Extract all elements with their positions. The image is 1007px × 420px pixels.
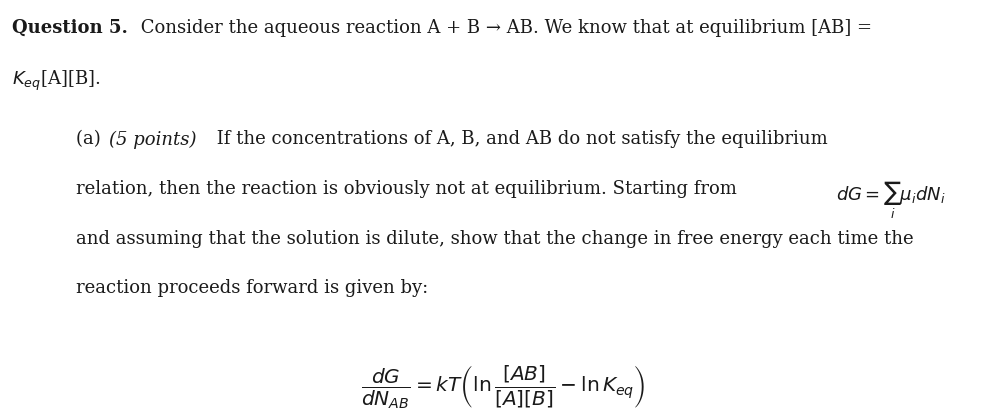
Text: (a): (a) (76, 130, 106, 148)
Text: relation, then the reaction is obviously not at equilibrium. Starting from: relation, then the reaction is obviously… (76, 180, 742, 198)
Text: If the concentrations of A, B, and AB do not satisfy the equilibrium: If the concentrations of A, B, and AB do… (211, 130, 828, 148)
Text: $K_{eq}$[A][B].: $K_{eq}$[A][B]. (12, 68, 101, 93)
Text: (5 points): (5 points) (109, 130, 196, 149)
Text: $\dfrac{dG}{dN_{AB}} = kT\left(\ln\dfrac{[AB]}{[A][B]} - \ln K_{eq}\right)$: $\dfrac{dG}{dN_{AB}} = kT\left(\ln\dfrac… (362, 363, 645, 411)
Text: Question 5.: Question 5. (12, 19, 128, 37)
Text: $dG = \sum_i \mu_i dN_i$: $dG = \sum_i \mu_i dN_i$ (836, 180, 946, 221)
Text: reaction proceeds forward is given by:: reaction proceeds forward is given by: (76, 279, 428, 297)
Text: and assuming that the solution is dilute, show that the change in free energy ea: and assuming that the solution is dilute… (76, 229, 913, 247)
Text: Consider the aqueous reaction A + B → AB. We know that at equilibrium [AB] =: Consider the aqueous reaction A + B → AB… (135, 19, 872, 37)
